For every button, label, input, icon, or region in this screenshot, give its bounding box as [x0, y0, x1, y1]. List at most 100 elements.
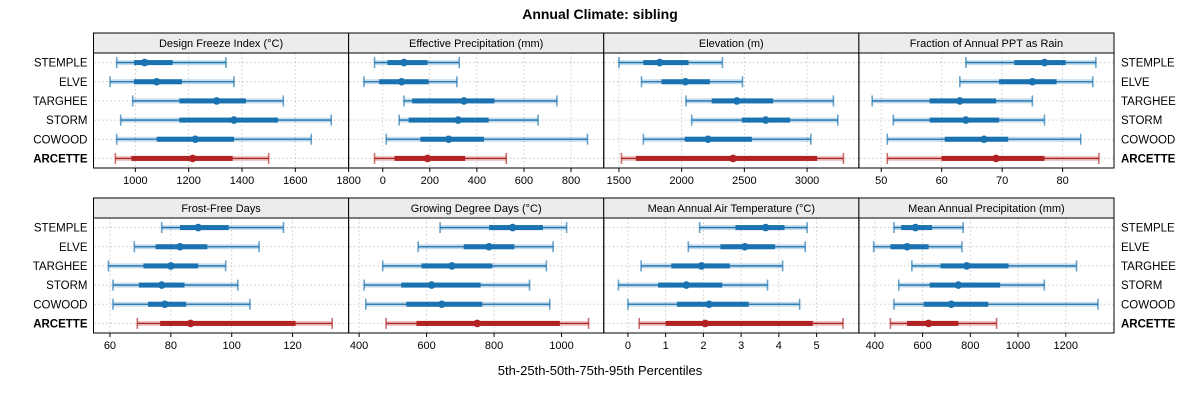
panel-title: Growing Degree Days (°C) [411, 203, 542, 215]
iqr-band [635, 155, 818, 161]
median-dot [437, 300, 446, 309]
median-dot [140, 58, 149, 67]
panel-title: Design Freeze Index (°C) [159, 38, 283, 50]
iqr-band [940, 263, 1009, 269]
site-label-left: STORM [46, 115, 87, 127]
site-label-right: ELVE [1121, 77, 1150, 89]
iqr-band [401, 282, 481, 288]
axis-tick-label: 1500 [607, 175, 631, 187]
axis-tick-label: 3 [738, 340, 744, 352]
axis-tick-label: 1 [663, 340, 669, 352]
axis-tick-label: 1000 [549, 340, 573, 352]
iqr-band [923, 301, 989, 307]
iqr-band [735, 225, 785, 231]
median-dot [992, 154, 1000, 163]
median-dot [176, 242, 184, 251]
axis-tick-label: 1400 [230, 175, 254, 187]
axis-tick-label: 1200 [1054, 340, 1078, 352]
axis-tick-label: 70 [996, 175, 1008, 187]
median-dot [701, 319, 710, 328]
median-dot [160, 300, 169, 309]
median-dot [761, 223, 770, 232]
site-label-left: COWOOD [33, 299, 87, 311]
median-dot [230, 116, 238, 124]
axis-tick-label: 0 [380, 175, 386, 187]
median-dot [194, 223, 203, 232]
site-label-left: ARCETTE [33, 153, 88, 165]
iqr-band [665, 320, 813, 326]
axis-tick-label: 1000 [123, 175, 147, 187]
axis-tick-label: 3000 [795, 175, 819, 187]
axis-tick-label: 600 [913, 340, 931, 352]
iqr-band [684, 136, 752, 142]
axis-tick-label: 800 [961, 340, 979, 352]
panel-title: Frost-Free Days [181, 203, 261, 215]
panel-border [93, 52, 350, 169]
site-label-left: ELVE [59, 77, 88, 89]
iqr-band [416, 320, 560, 326]
median-dot [924, 319, 933, 328]
median-dot [980, 135, 988, 144]
axis-tick-label: 60 [104, 340, 116, 352]
median-dot [186, 319, 195, 328]
iqr-band [179, 225, 229, 231]
median-dot [485, 242, 493, 251]
median-dot [655, 58, 664, 67]
x-axis-label: 5th-25th-50th-75th-95th Percentiles [497, 363, 703, 378]
median-dot [704, 135, 712, 144]
median-dot [697, 262, 706, 270]
axis-tick-label: 1800 [336, 175, 360, 187]
site-label-right: TARGHEE [1121, 96, 1176, 108]
iqr-band [1014, 60, 1066, 66]
panel-title: Elevation (m) [699, 38, 764, 50]
median-dot [473, 319, 481, 328]
median-dot [454, 116, 462, 124]
site-label-left: STEMPLE [34, 223, 88, 235]
site-label-right: ARCETTE [1121, 153, 1176, 165]
median-dot [191, 135, 200, 144]
iqr-band [643, 60, 689, 66]
site-label-left: COWOOD [33, 134, 87, 146]
site-label-left: TARGHEE [33, 261, 88, 273]
iqr-band [711, 98, 774, 104]
median-dot [903, 242, 911, 251]
iqr-band [412, 98, 495, 104]
axis-tick-label: 200 [421, 175, 439, 187]
median-dot [167, 262, 175, 270]
panel-border [858, 217, 1115, 334]
axis-tick-label: 1200 [176, 175, 200, 187]
site-label-left: ELVE [59, 242, 88, 254]
axis-tick-label: 5 [814, 340, 820, 352]
median-dot [956, 97, 964, 105]
axis-tick-label: 120 [283, 340, 301, 352]
median-dot [427, 281, 436, 289]
panel-border [93, 217, 350, 334]
site-label-right: ARCETTE [1121, 318, 1176, 330]
axis-tick-label: 800 [562, 175, 580, 187]
median-dot [212, 97, 221, 105]
axis-tick-label: 400 [350, 340, 368, 352]
median-dot [733, 97, 741, 105]
site-label-left: STEMPLE [34, 58, 88, 70]
median-dot [400, 58, 408, 67]
median-dot [705, 300, 713, 309]
median-dot [947, 300, 956, 309]
iqr-band [179, 117, 278, 123]
site-label-left: TARGHEE [33, 96, 88, 108]
axis-tick-label: 4 [776, 340, 782, 352]
axis-tick-label: 600 [515, 175, 533, 187]
median-dot [962, 262, 971, 270]
panel-border [603, 52, 860, 169]
site-label-left: ARCETTE [33, 318, 88, 330]
median-dot [1040, 58, 1049, 67]
axis-tick-label: 400 [468, 175, 486, 187]
median-dot [761, 116, 770, 124]
axis-tick-label: 400 [866, 340, 884, 352]
site-label-right: TARGHEE [1121, 261, 1176, 273]
panel-border [348, 217, 605, 334]
site-label-right: STEMPLE [1121, 223, 1175, 235]
site-label-right: STORM [1121, 280, 1162, 292]
median-dot [157, 281, 166, 289]
